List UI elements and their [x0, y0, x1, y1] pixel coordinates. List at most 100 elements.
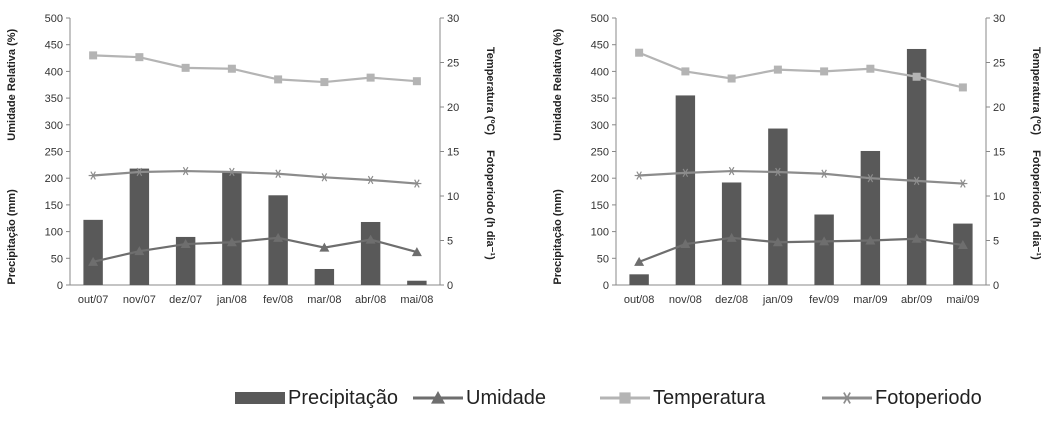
legend-precipitation: Precipitação: [235, 387, 398, 409]
x-tick-label: mai/09: [946, 294, 979, 306]
humidity-point: [134, 246, 145, 256]
x-tick-label: jan/08: [216, 294, 247, 306]
precipitation-bar: [407, 280, 427, 285]
x-tick-label: jan/09: [762, 294, 793, 306]
humidity-point: [911, 233, 922, 243]
left-tick-label: 300: [591, 120, 609, 132]
left-tick-label: 300: [45, 120, 63, 132]
precipitation-bar: [129, 168, 150, 285]
right-tick-label: 5: [447, 236, 453, 248]
precipitation-bar: [953, 223, 973, 285]
right-tick-label: 15: [993, 147, 1005, 159]
temperature-point: [866, 64, 875, 73]
photoperiod-point: [134, 167, 144, 177]
humidity-point: [411, 247, 422, 257]
temperature-line: [638, 51, 964, 89]
right-tick-label: 0: [993, 280, 999, 292]
temperature-point: [958, 83, 967, 92]
left-axis-title: Umidade Relativa (%): [552, 28, 564, 140]
photoperiod-point: [412, 179, 422, 188]
legend-marker: [619, 392, 631, 404]
photoperiod-point: [958, 179, 968, 188]
photoperiod-point: [273, 169, 283, 178]
right-tick-label: 0: [447, 280, 453, 292]
humidity-point: [319, 242, 330, 252]
temperature-point: [320, 78, 329, 87]
right-axis-title: Temperatura (ºC): [1030, 47, 1042, 135]
precipitation-bar: [629, 274, 649, 285]
humidity-point: [273, 232, 284, 242]
left-tick-label: 500: [45, 13, 63, 25]
humidity-point: [865, 235, 876, 245]
humidity-line: [638, 236, 964, 263]
left-tick-label: 50: [597, 253, 609, 265]
legend-marker: [840, 392, 854, 404]
temperature-point: [274, 75, 283, 84]
temperature-point: [773, 65, 782, 74]
precipitation-bar: [222, 171, 242, 285]
humidity-point: [88, 256, 99, 266]
precipitation-bar: [814, 214, 834, 285]
humidity-point: [680, 239, 691, 249]
humidity-line: [92, 236, 418, 263]
left-tick-label: 450: [591, 40, 609, 52]
right-tick-label: 30: [447, 13, 459, 25]
x-tick-label: mar/09: [853, 294, 887, 306]
precipitation-bar: [83, 219, 103, 285]
x-tick-label: abr/08: [355, 294, 386, 306]
photoperiod-point: [366, 175, 376, 185]
x-tick-label: mai/08: [400, 294, 433, 306]
temperature-point: [89, 51, 98, 60]
x-tick-label: out/08: [624, 294, 655, 306]
legend-humidity: Umidade: [413, 387, 546, 409]
precipitation-bar: [675, 95, 696, 286]
left-tick-label: 0: [603, 280, 609, 292]
humidity-point: [772, 237, 783, 247]
legend-marker: [431, 391, 445, 404]
photoperiod-line: [93, 169, 417, 185]
temperature-point: [181, 63, 190, 72]
temperature-point: [227, 64, 236, 73]
precipitation-bar: [175, 236, 196, 285]
photoperiod-line: [639, 169, 963, 185]
precipitation-bar: [314, 268, 335, 285]
x-tick-label: fev/09: [809, 294, 839, 306]
legend-label: Precipitação: [288, 387, 398, 409]
humidity-point: [819, 236, 830, 246]
temperature-point: [366, 73, 375, 82]
left-tick-label: 500: [591, 13, 609, 25]
temperature-point: [727, 74, 736, 83]
x-tick-label: nov/07: [123, 294, 156, 306]
humidity-point: [726, 232, 737, 242]
left-tick-label: 250: [591, 147, 609, 159]
humidity-point: [226, 237, 237, 247]
left-tick-label: 100: [591, 227, 609, 239]
left-axis-title: Precipitação (mm): [552, 189, 564, 285]
photoperiod-point: [773, 167, 783, 177]
precipitation-bar: [360, 221, 381, 285]
right-axis-title: Fotoperiodo (h dia⁻¹): [1030, 150, 1042, 260]
left-axis-title: Umidade Relativa (%): [6, 28, 18, 140]
photoperiod-point: [865, 174, 875, 183]
humidity-point: [957, 239, 968, 249]
left-tick-label: 150: [591, 200, 609, 212]
right-tick-label: 20: [447, 102, 459, 114]
left-tick-label: 450: [45, 40, 63, 52]
temperature-point: [635, 48, 644, 57]
left-tick-label: 100: [45, 227, 63, 239]
humidity-point: [634, 256, 645, 266]
left-tick-label: 400: [591, 66, 609, 78]
x-tick-label: mar/08: [307, 294, 341, 306]
temperature-point: [412, 77, 421, 86]
left-tick-label: 150: [45, 200, 63, 212]
legend-swatch: [235, 392, 285, 404]
precipitation-bar: [860, 150, 881, 285]
x-tick-label: fev/08: [263, 294, 293, 306]
right-tick-label: 20: [993, 102, 1005, 114]
right-tick-label: 10: [447, 191, 459, 203]
x-tick-label: nov/08: [669, 294, 702, 306]
x-tick-label: dez/08: [715, 294, 748, 306]
left-tick-label: 200: [591, 173, 609, 185]
